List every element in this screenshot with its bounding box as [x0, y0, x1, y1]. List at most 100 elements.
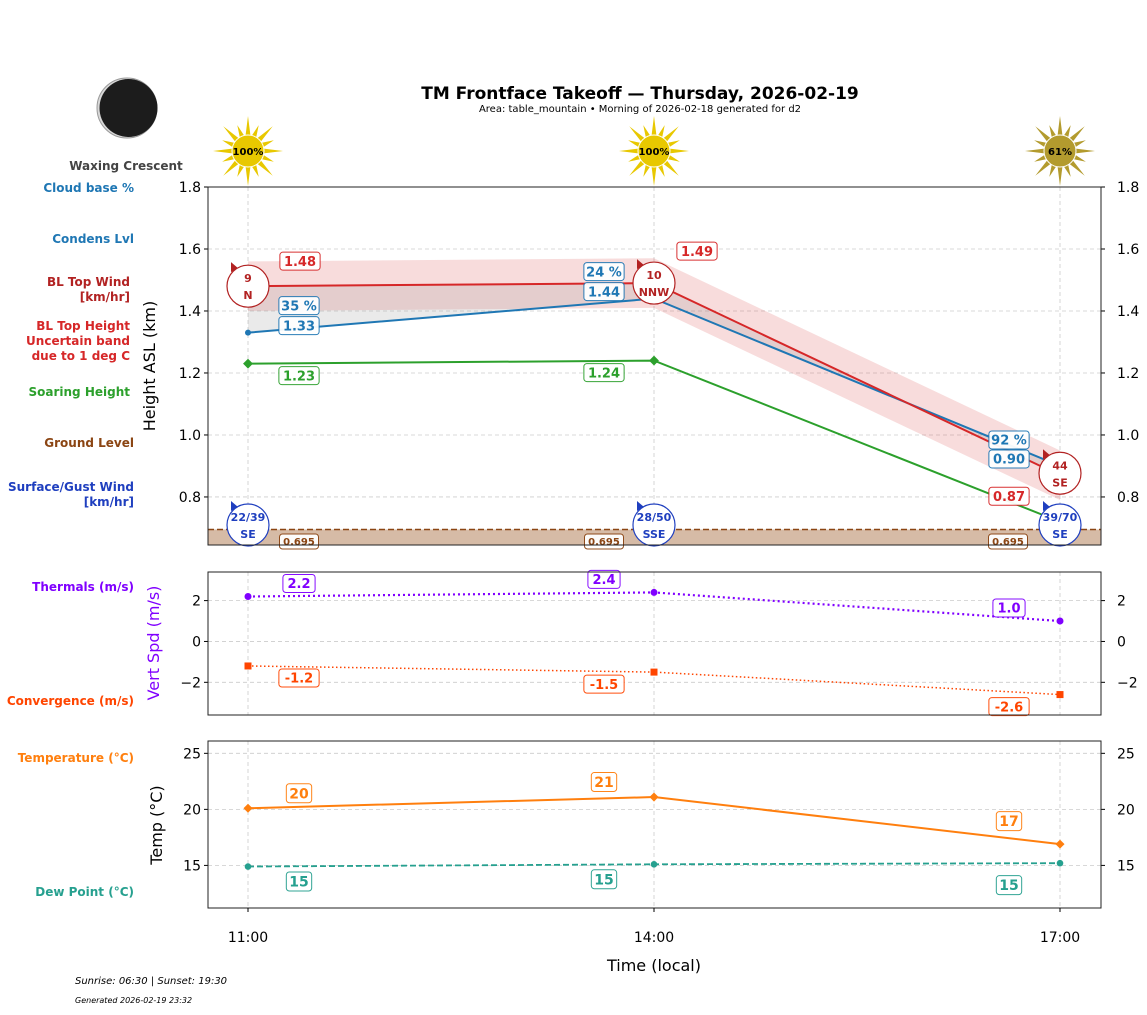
- chart-subtitle: Area: table_mountain • Morning of 2026-0…: [479, 104, 801, 115]
- bl-top-wind-direction: NNW: [639, 286, 670, 299]
- sun-times: Sunrise: 06:30 | Sunset: 19:30: [75, 976, 227, 987]
- soaring-height-label-box: [583, 363, 625, 383]
- condens-level-label: 0.90: [993, 453, 1025, 468]
- convergence-label: -1.5: [590, 678, 618, 693]
- convergence-label: -2.6: [995, 700, 1023, 715]
- bl-top-label-box: [279, 251, 321, 271]
- bl-top-wind-speed: 9: [244, 272, 252, 285]
- bl-top-wind-arrow-icon: [637, 259, 644, 270]
- surface-wind-circle: [1038, 503, 1082, 547]
- waxing-crescent-moon-icon: [96, 77, 158, 139]
- left-legend-line: [km/hr]: [80, 290, 130, 304]
- ground-level-label: 0.695: [588, 537, 620, 548]
- surface-wind-arrow-icon: [637, 501, 644, 511]
- y-tick-label-right: 1.6: [1117, 242, 1139, 258]
- condens-level-label: 1.44: [588, 285, 620, 300]
- y-tick-label-right: −2: [1117, 675, 1138, 691]
- sunshine-label: 61%: [1048, 147, 1072, 158]
- sun-ray: [213, 116, 283, 186]
- surface-wind-circle: [632, 503, 676, 547]
- moon-phase-label: Waxing Crescent: [69, 159, 183, 173]
- cloud-base-pct-label: 35 %: [281, 299, 317, 314]
- plot-area: [208, 741, 1101, 908]
- sun-ray: [1025, 116, 1095, 186]
- surface-wind-arrow-icon: [231, 501, 238, 511]
- bl-top-wind-speed: 44: [1052, 459, 1068, 472]
- soaring-height-label: 1.24: [588, 366, 620, 381]
- thermals-label: 2.4: [592, 573, 615, 588]
- sunshine-label: 100%: [639, 147, 670, 158]
- left-legend-line: due to 1 deg C: [32, 349, 131, 363]
- left-legend-label: Cloud base %: [43, 181, 134, 195]
- y-tick-label-right: 15: [1117, 858, 1135, 874]
- sunshine-label: 100%: [233, 147, 264, 158]
- bl-top-wind-circle: [226, 264, 270, 308]
- dew-point-point: [1056, 859, 1064, 867]
- y-tick-label: −2: [180, 675, 201, 691]
- left-legend-label: Surface/Gust Wind [km/hr]: [8, 480, 134, 509]
- y-tick-label: 20: [183, 802, 201, 818]
- plot-area: [208, 187, 1101, 545]
- bl-top-wind-speed: 10: [646, 269, 662, 282]
- chart-title: TM Frontface Takeoff — Thursday, 2026-02…: [421, 84, 858, 104]
- plot-frame: [207, 571, 1102, 716]
- y-tick-label-right: 1.4: [1117, 304, 1139, 320]
- condens-point: [245, 329, 251, 336]
- y-tick-label-right: 1.0: [1117, 428, 1139, 444]
- thermals-point: [1056, 617, 1064, 625]
- sun-ray: [619, 116, 689, 186]
- bl-top-label: 0.87: [993, 490, 1025, 505]
- y-tick-label: 1.0: [179, 428, 201, 444]
- thermals-label-box: [587, 569, 621, 589]
- y-tick-label: 1.4: [179, 304, 201, 320]
- convergence-point: [1056, 691, 1064, 699]
- cloud-base-pct-label: 24 %: [586, 265, 622, 280]
- y-tick-label: 0: [192, 634, 201, 650]
- left-legend-label: BL Top Height Uncertain band due to 1 deg …: [26, 319, 130, 363]
- cloud-base-pct-label-box: [988, 430, 1030, 450]
- left-legend-label: Soaring Height: [29, 385, 131, 399]
- bl-top-label-box: [676, 241, 718, 261]
- convergence-point: [650, 668, 658, 676]
- surface-wind-circle: [226, 503, 270, 547]
- surface-wind-direction: SE: [240, 528, 255, 541]
- x-tick-label: 11:00: [228, 930, 268, 946]
- temperature-label: 17: [999, 814, 1018, 830]
- dew-point-label-box: [995, 875, 1023, 896]
- left-legend-line: BL Top Height: [36, 319, 130, 333]
- dew-point-label-box: [590, 869, 618, 890]
- surface-wind-direction: SSE: [643, 528, 666, 541]
- condens-level-label: 1.33: [283, 319, 315, 334]
- dew-point-label: 15: [594, 872, 613, 888]
- left-legend-label: Temperature (°C): [18, 751, 134, 765]
- condens-level-label-box: [988, 449, 1030, 469]
- bl-top-label: 1.48: [284, 255, 316, 270]
- temperature-point: [649, 792, 659, 802]
- sun-disc: [637, 134, 671, 168]
- condens-level-label-box: [278, 316, 320, 336]
- temperature-label: 21: [594, 775, 613, 791]
- cloud-base-pct-label: 92 %: [991, 434, 1027, 449]
- surface-wind-speed: 28/50: [637, 511, 672, 524]
- y-axis-label: Temp (°C): [147, 785, 166, 865]
- y-axis-label: Vert Spd (m/s): [144, 586, 163, 701]
- dew-point-label: 15: [999, 878, 1018, 894]
- bl-top-uncertainty-band: [248, 258, 1060, 501]
- plot-frame: [207, 186, 1102, 546]
- convergence-label-box: [988, 697, 1030, 717]
- y-tick-label: 1.8: [179, 180, 201, 196]
- bl-top-wind-direction: N: [243, 289, 252, 302]
- temperature-point: [1055, 839, 1065, 849]
- left-legend-line: BL Top Wind: [47, 275, 130, 289]
- thermals-label: 2.2: [287, 577, 310, 592]
- ground-level-label: 0.695: [992, 537, 1024, 548]
- y-tick-label-right: 20: [1117, 802, 1135, 818]
- y-tick-label-right: 0: [1117, 634, 1126, 650]
- bl-top-label-box: [988, 486, 1030, 506]
- temperature-label: 20: [289, 786, 309, 802]
- convergence-line: [247, 665, 1061, 696]
- sun-icon: [1025, 116, 1095, 186]
- y-tick-label: 15: [183, 858, 201, 874]
- left-legend-line: Ground Level: [44, 436, 134, 450]
